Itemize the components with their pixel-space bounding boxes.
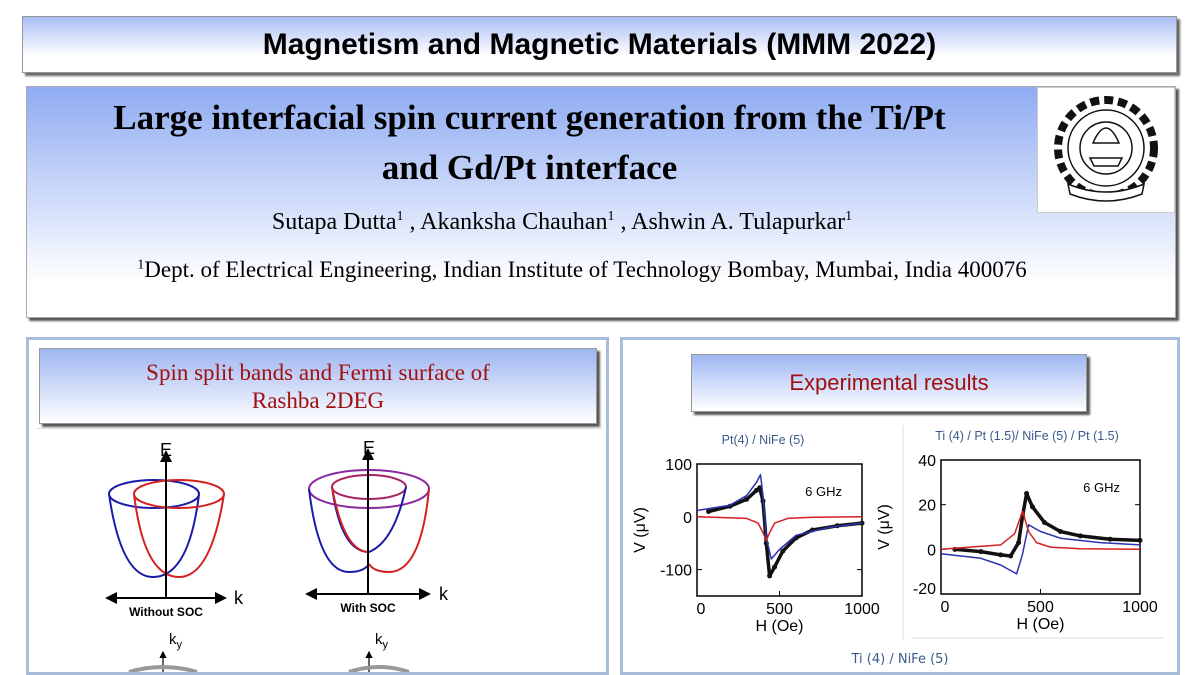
plot3-title: Ti (4) / NiFe (5) <box>851 652 949 667</box>
data-point <box>1107 536 1113 542</box>
poster-title: Large interfacial spin current generatio… <box>27 93 1032 193</box>
caption-with-soc: With SOC <box>340 601 396 615</box>
rashba-heading: Spin split bands and Fermi surface of Ra… <box>39 348 597 424</box>
author-sup: 1 <box>607 209 615 224</box>
x-axis-label: H (Oe) <box>756 618 804 635</box>
y-tick-label: 100 <box>665 457 692 474</box>
data-point <box>1024 491 1030 496</box>
series-symmetric <box>940 510 1141 551</box>
title-line-1: Large interfacial spin current generatio… <box>113 98 946 137</box>
author-sup: 1 <box>396 209 404 224</box>
y-tick-label: 0 <box>927 542 936 559</box>
series-fit <box>940 524 1141 575</box>
series-symmetric <box>696 516 863 542</box>
series-data <box>708 486 863 578</box>
conference-banner: Magnetism and Magnetic Materials (MMM 20… <box>22 16 1177 73</box>
affil-text: Dept. of Electrical Engineering, Indian … <box>144 257 1027 282</box>
data-point <box>780 548 786 554</box>
x-axis-label: H (Oe) <box>1017 616 1065 633</box>
y-tick-label: 20 <box>918 498 936 515</box>
y-tick-label: -20 <box>913 581 936 598</box>
data-point <box>978 549 984 555</box>
data-point <box>1030 504 1036 510</box>
data-point <box>757 485 763 491</box>
frequency-annotation: 6 GHz <box>1083 480 1120 495</box>
authors: Sutapa Dutta1 , Akanksha Chauhan1 , Ashw… <box>27 209 1097 236</box>
data-point <box>744 496 749 502</box>
data-point <box>706 509 712 515</box>
x-tick-label: 0 <box>941 599 950 616</box>
x-tick-label: 0 <box>697 601 706 618</box>
data-point <box>1057 528 1063 534</box>
chart-2: Ti (4) / Pt (1.5)/ NiFe (5) / Pt (1.5) 40… <box>876 429 1158 633</box>
data-point <box>1041 520 1047 526</box>
data-point <box>1137 537 1143 543</box>
affil-sup: 1 <box>137 257 145 273</box>
band-without-soc <box>105 450 227 672</box>
ky-label: ky <box>169 631 183 651</box>
band-with-soc <box>305 448 431 672</box>
e-axis-label: E <box>363 438 375 458</box>
band-diagrams: E k Without SOC ky E k With SOC ky <box>105 438 449 672</box>
ky-label: ky <box>375 631 389 651</box>
series-fit <box>696 473 863 560</box>
k-axis-label: k <box>234 588 244 608</box>
x-tick-label: 1000 <box>844 601 880 618</box>
data-point <box>767 573 773 579</box>
author: , Akanksha Chauhan <box>403 209 608 235</box>
rashba-panel: Spin split bands and Fermi surface of Ra… <box>26 337 609 675</box>
affiliation: 1Dept. of Electrical Engineering, Indian… <box>27 257 1137 283</box>
data-point <box>1077 533 1083 539</box>
frequency-annotation: 6 GHz <box>805 484 842 499</box>
title-line-2: and Gd/Pt interface <box>381 148 678 187</box>
caption-without-soc: Without SOC <box>129 605 203 619</box>
y-axis-label: V (μV) <box>876 504 893 550</box>
x-tick-label: 500 <box>1027 599 1054 616</box>
y-tick-label: -100 <box>660 563 692 580</box>
heading-line-2: Rashba 2DEG <box>251 388 385 413</box>
k-axis-label: k <box>439 584 449 604</box>
iitb-logo <box>1037 87 1175 213</box>
results-panel: Experimental results Pt(4) / NiFe (5) 100… <box>620 337 1180 675</box>
chart-title: Ti (4) / Pt (1.5)/ NiFe (5) / Pt (1.5) <box>935 429 1119 443</box>
heading-line-1: Spin split bands and Fermi surface of <box>146 360 490 385</box>
y-tick-label: 40 <box>918 453 936 470</box>
x-tick-label: 500 <box>766 601 793 618</box>
data-point <box>1008 553 1014 559</box>
y-axis-label: V (μV) <box>632 507 649 553</box>
chart-title: Pt(4) / NiFe (5) <box>722 433 805 447</box>
author: Sutapa Dutta <box>271 209 397 235</box>
x-tick-label: 1000 <box>1122 599 1158 616</box>
author-sup: 1 <box>845 209 853 224</box>
data-point <box>998 552 1004 558</box>
title-block: Large interfacial spin current generatio… <box>26 86 1176 318</box>
author: , Ashwin A. Tulapurkar <box>614 209 846 235</box>
data-point <box>772 564 778 570</box>
data-point <box>1016 540 1022 546</box>
results-heading: Experimental results <box>691 354 1087 412</box>
e-axis-label: E <box>160 440 172 460</box>
y-tick-label: 0 <box>683 510 692 527</box>
divider <box>37 428 602 429</box>
